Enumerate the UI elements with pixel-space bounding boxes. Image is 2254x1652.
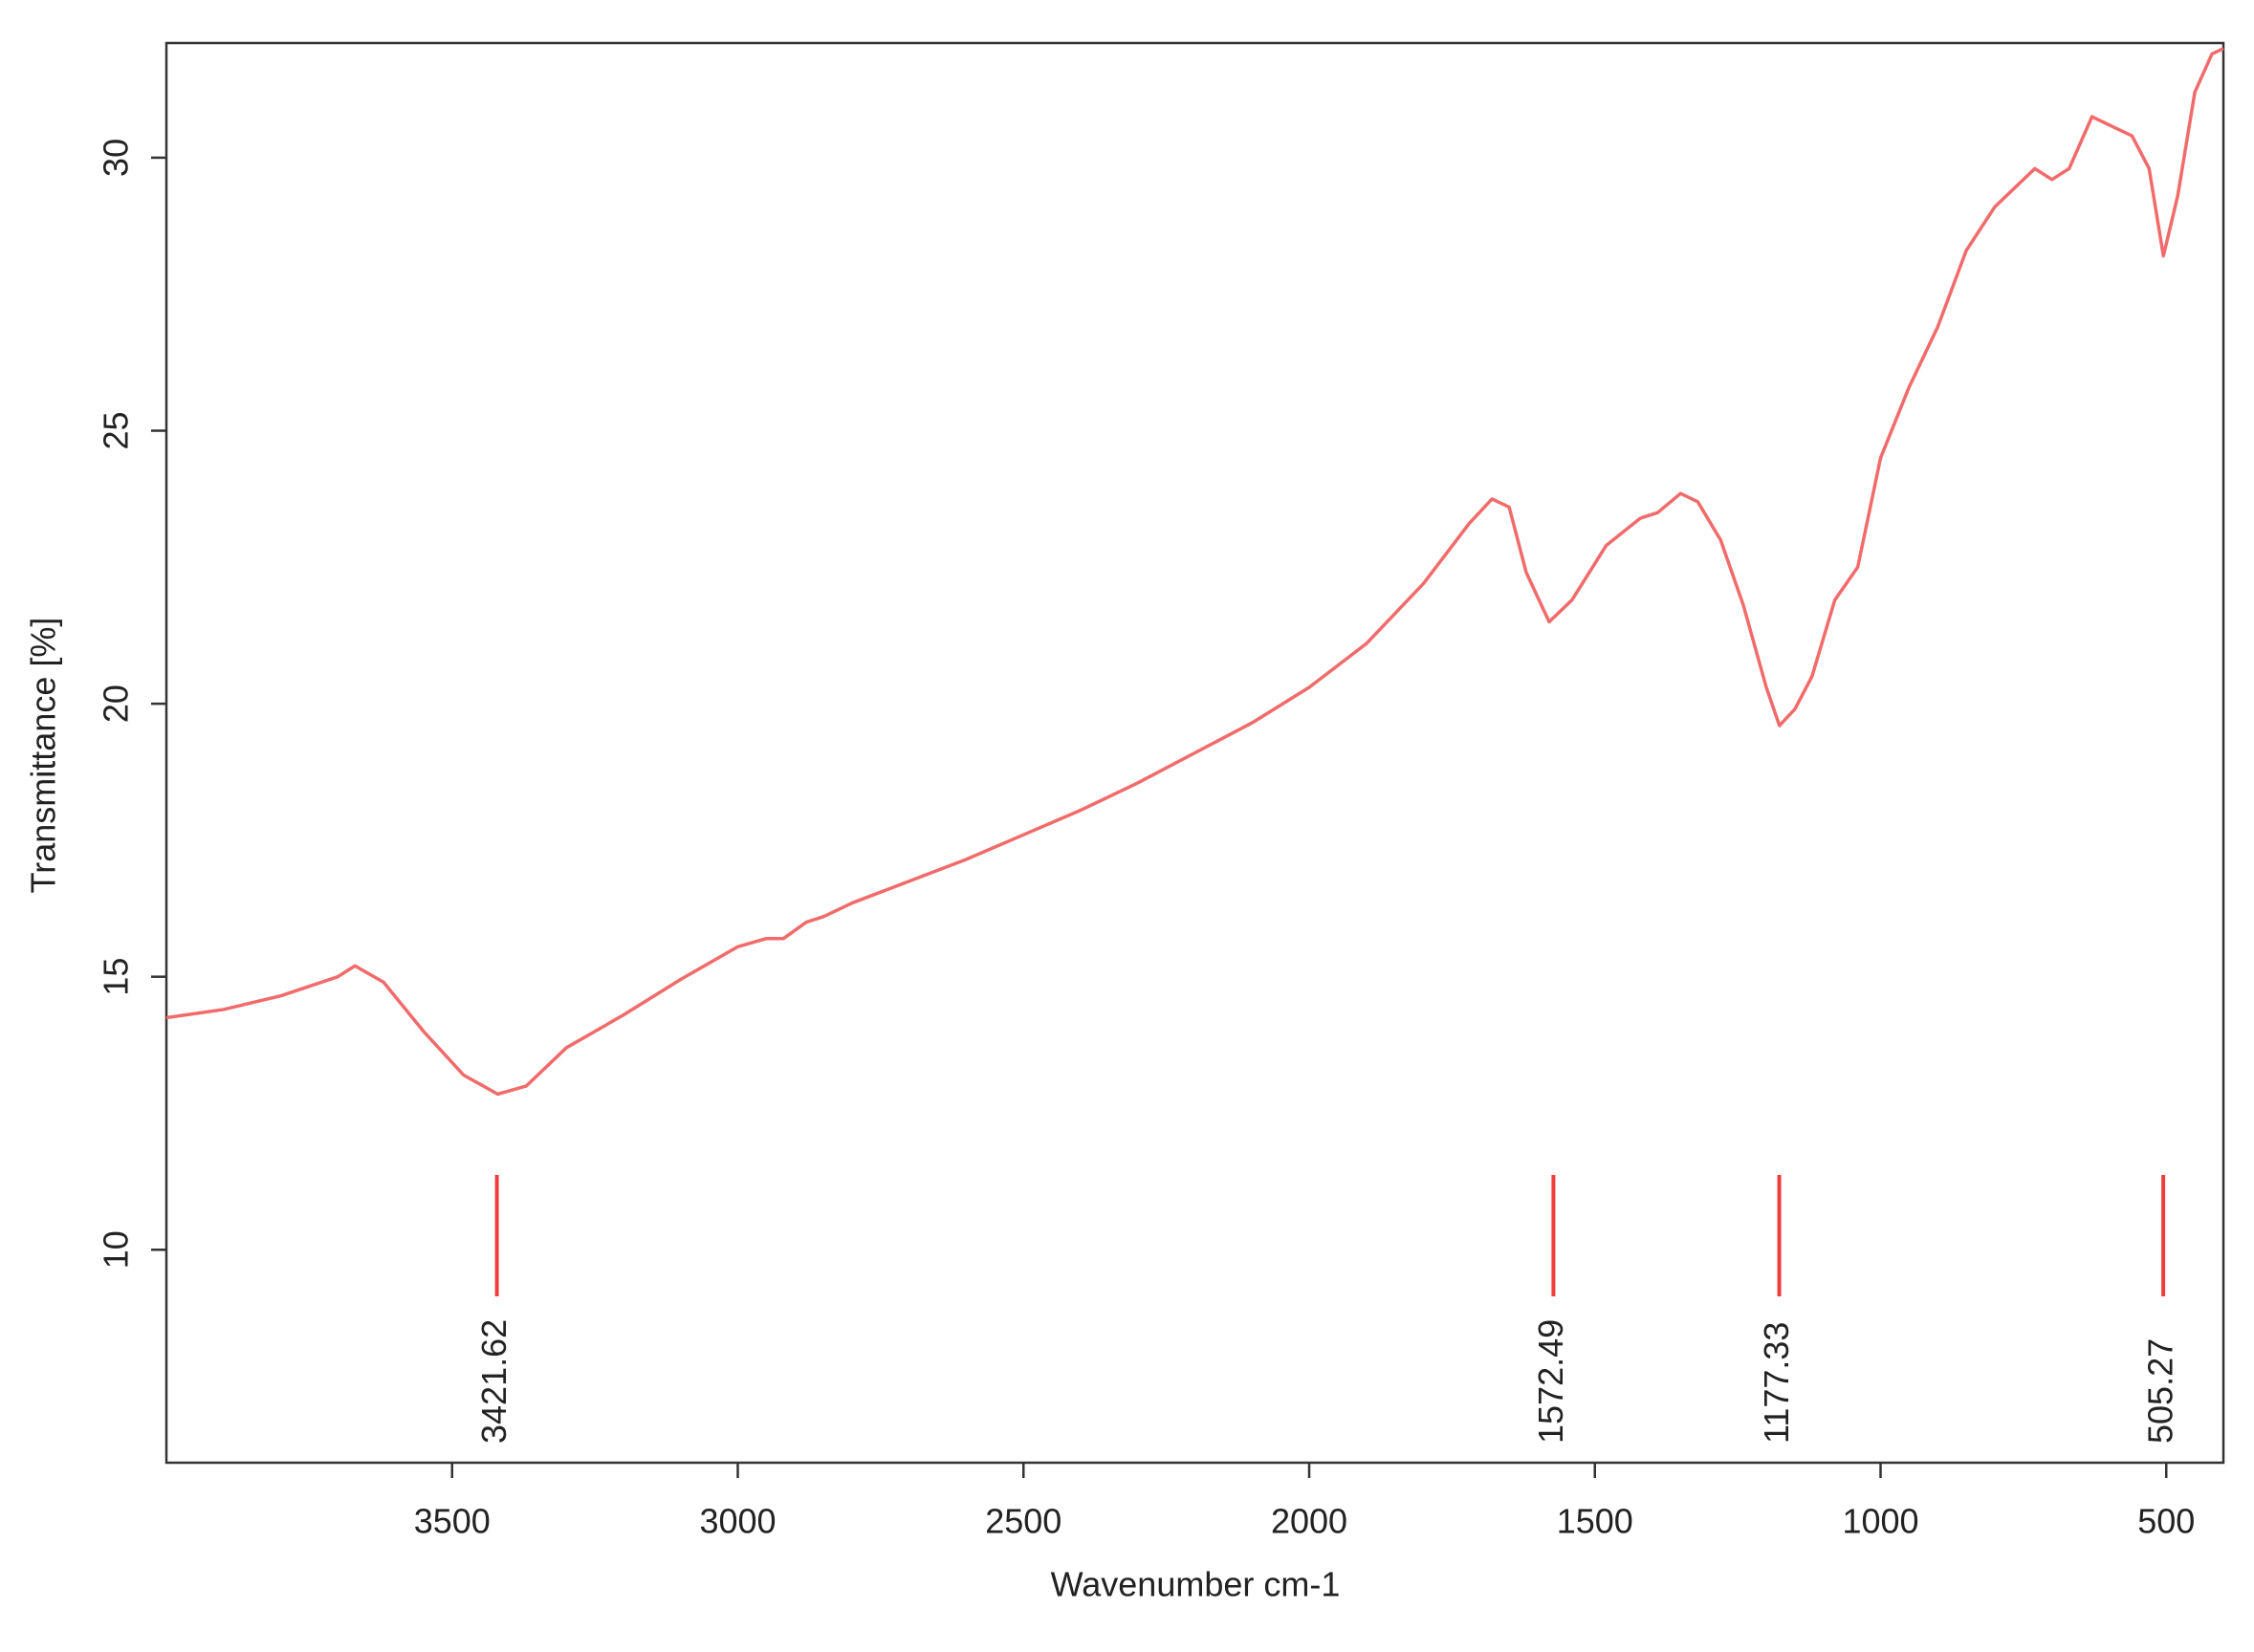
spectrum-line bbox=[165, 47, 2224, 1097]
x-tick-label: 1500 bbox=[1557, 1502, 1633, 1541]
peak-label: 1572.49 bbox=[1531, 1319, 1570, 1444]
x-tick-label: 2000 bbox=[1271, 1502, 1347, 1541]
x-tick-label: 500 bbox=[2137, 1502, 2195, 1541]
peak-label: 1177.33 bbox=[1757, 1322, 1796, 1444]
x-tick-label: 2500 bbox=[985, 1502, 1061, 1541]
y-tick-label: 10 bbox=[97, 1230, 136, 1269]
y-tick-label: 30 bbox=[97, 139, 136, 177]
peak-label: 3421.62 bbox=[474, 1319, 514, 1444]
peak-label: 505.27 bbox=[2141, 1338, 2180, 1444]
x-tick-label: 1000 bbox=[1842, 1502, 1918, 1541]
y-tick-label: 15 bbox=[97, 958, 136, 996]
y-tick-label: 20 bbox=[97, 685, 136, 723]
x-tick-label: 3000 bbox=[699, 1502, 776, 1541]
y-axis-label: Transmittance [%] bbox=[24, 618, 63, 894]
plot-frame bbox=[164, 41, 2225, 1465]
x-tick-label: 3500 bbox=[414, 1502, 491, 1541]
y-tick-label: 25 bbox=[97, 411, 136, 449]
x-axis-label: Wavenumber cm-1 bbox=[1051, 1565, 1341, 1604]
